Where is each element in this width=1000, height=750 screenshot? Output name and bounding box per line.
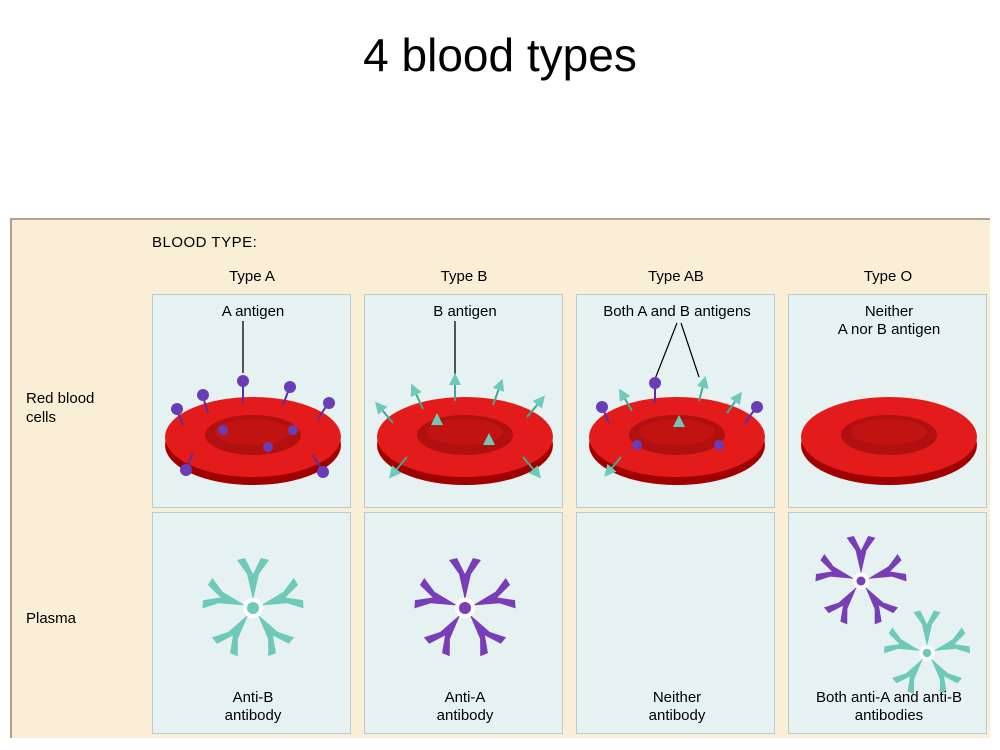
- rbc-svg-type-ab: [577, 295, 776, 509]
- col-label-type-a: Type A: [152, 268, 352, 285]
- cell-rbc-type-a: A antigen: [152, 294, 351, 508]
- row-label-rbc: Red bloodcells: [26, 390, 136, 428]
- col-label-type-b: Type B: [364, 268, 564, 285]
- diagram-header: BLOOD TYPE:: [152, 234, 257, 251]
- antigen-label-o: NeitherA nor B antigen: [789, 303, 989, 339]
- antibody-label-anti-a: Anti-Aantibody: [365, 689, 565, 725]
- antibody-label-neither: Neitherantibody: [577, 689, 777, 725]
- cell-plasma-type-o: Both anti-A and anti-Bantibodies: [788, 512, 987, 734]
- cell-rbc-type-ab: Both A and B antigens: [576, 294, 775, 508]
- rbc-svg-type-a: [153, 295, 352, 509]
- antibody-label-both: Both anti-A and anti-Bantibodies: [789, 689, 989, 725]
- antigen-label-b: B antigen: [365, 303, 565, 321]
- row-label-plasma: Plasma: [26, 610, 136, 629]
- cell-plasma-type-b: Anti-Aantibody: [364, 512, 563, 734]
- antibody-label-anti-b: Anti-Bantibody: [153, 689, 353, 725]
- col-label-type-ab: Type AB: [576, 268, 776, 285]
- page-title: 4 blood types: [0, 0, 1000, 102]
- rbc-svg-type-b: [365, 295, 564, 509]
- cell-plasma-type-ab: Neitherantibody: [576, 512, 775, 734]
- cell-rbc-type-o: NeitherA nor B antigen: [788, 294, 987, 508]
- antigen-label-a: A antigen: [153, 303, 353, 321]
- cell-plasma-type-a: Anti-Bantibody: [152, 512, 351, 734]
- antigen-label-ab: Both A and B antigens: [577, 303, 777, 321]
- blood-type-diagram: BLOOD TYPE: Red bloodcells Plasma Type A…: [10, 218, 990, 738]
- cell-rbc-type-b: B antigen: [364, 294, 563, 508]
- col-label-type-o: Type O: [788, 268, 988, 285]
